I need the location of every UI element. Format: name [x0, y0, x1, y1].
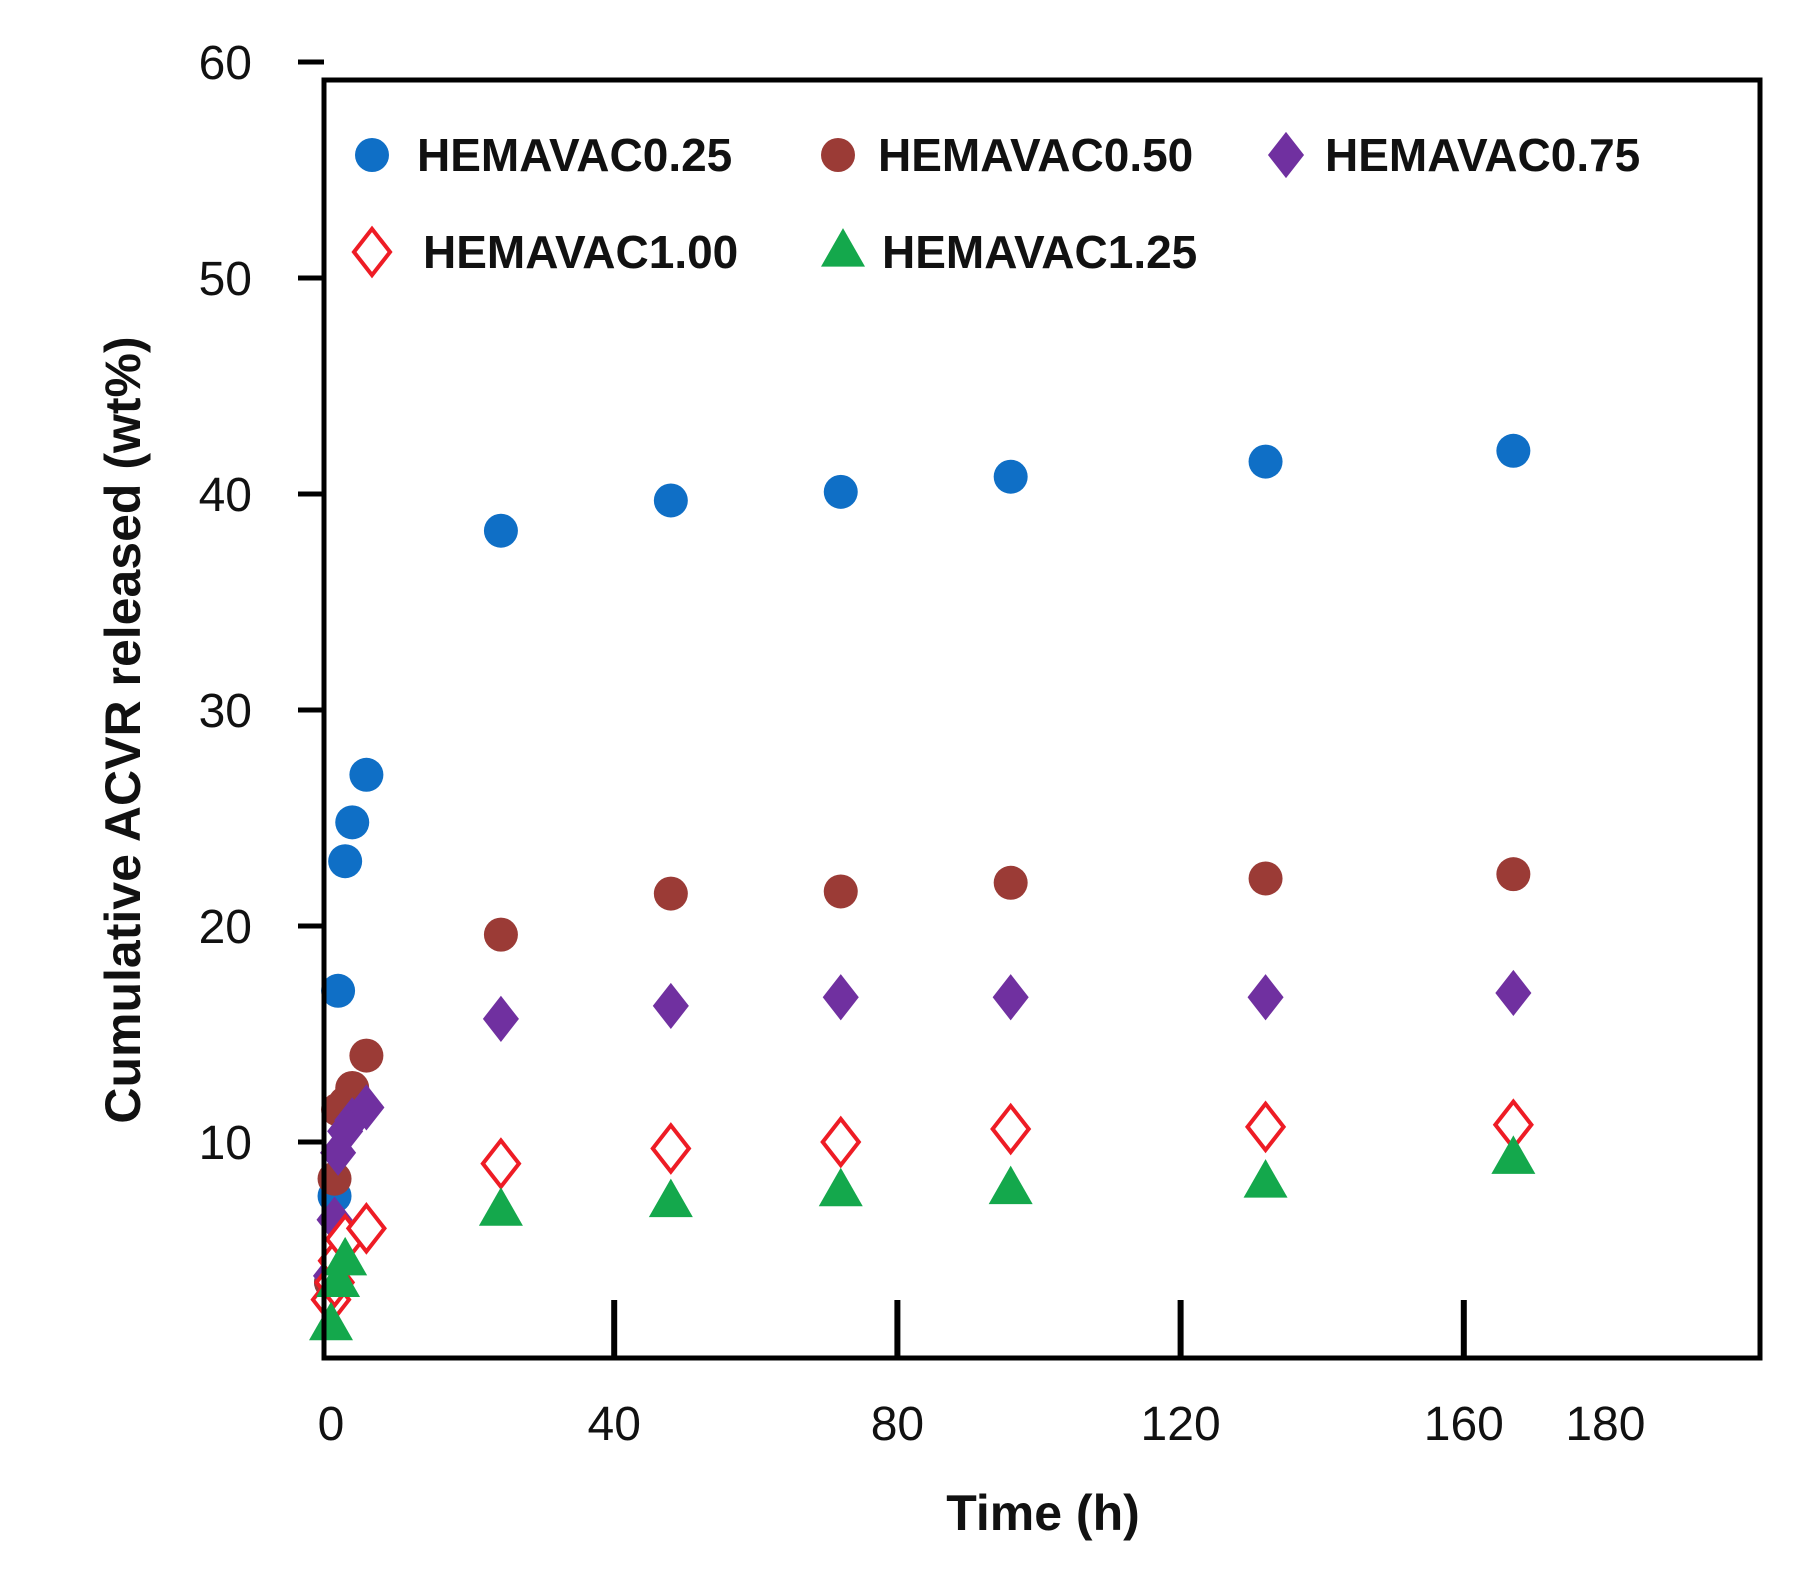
plot-frame	[321, 77, 1763, 1361]
legend-label: HEMAVAC1.25	[882, 226, 1197, 278]
data-point	[993, 459, 1028, 494]
data-point	[653, 876, 688, 911]
data-point	[993, 865, 1028, 900]
x-tick-label: 160	[1424, 1398, 1504, 1451]
legend-marker	[1267, 131, 1305, 179]
data-point	[823, 874, 858, 909]
legend-marker	[821, 138, 855, 172]
data-point	[823, 474, 858, 509]
x-axis: 0 40 80 120 160 180	[318, 1300, 1645, 1451]
legend-entry: HEMAVAC1.25	[821, 226, 1197, 278]
data-point	[648, 1178, 693, 1218]
x-tick-label: 120	[1141, 1398, 1221, 1451]
legend-marker	[355, 138, 389, 172]
data-point	[822, 974, 859, 1021]
y-tick-label: 40	[199, 469, 252, 522]
data-point	[650, 1122, 692, 1175]
y-axis-title: Cumulative ACVR released (wt%)	[95, 336, 151, 1123]
data-point	[328, 844, 363, 879]
data-point	[345, 1202, 387, 1255]
data-point	[323, 1236, 368, 1276]
legend-label: HEMAVAC1.00	[423, 226, 738, 278]
data-point	[992, 974, 1029, 1021]
data-point	[1243, 1159, 1288, 1198]
data-point	[990, 1102, 1032, 1156]
x-tick-label: 80	[871, 1398, 924, 1451]
legend-marker	[821, 228, 865, 267]
data-point	[321, 973, 356, 1008]
legend-label: HEMAVAC0.25	[417, 129, 732, 181]
legend-label: HEMAVAC0.50	[878, 129, 1193, 181]
y-tick-label: 20	[199, 901, 252, 954]
legend-label: HEMAVAC0.75	[1325, 129, 1640, 181]
y-tick-label: 10	[199, 1117, 252, 1170]
y-tick-label: 30	[199, 685, 252, 738]
legend: HEMAVAC0.25 HEMAVAC0.50 HEMAVAC0.75 HEMAVAC…	[351, 129, 1640, 279]
data-point	[483, 513, 518, 548]
data-point	[483, 917, 518, 952]
series-HEMAVAC0.75	[312, 969, 1532, 1300]
series-HEMAVAC1.25	[309, 1135, 1536, 1341]
data-point	[1248, 861, 1283, 896]
data-point	[652, 982, 689, 1030]
data-point	[653, 483, 688, 518]
data-point	[320, 1129, 357, 1176]
data-point	[818, 1167, 863, 1207]
legend-entry: HEMAVAC0.75	[1267, 129, 1640, 181]
data-point	[820, 1115, 862, 1169]
legend-entry: HEMAVAC1.00	[351, 225, 738, 279]
data-point	[480, 1137, 522, 1190]
legend-entry: HEMAVAC0.25	[355, 129, 732, 181]
data-point	[1496, 857, 1531, 892]
data-point	[482, 995, 519, 1042]
data-point	[1491, 1135, 1536, 1174]
data-point	[309, 1301, 353, 1341]
data-point	[988, 1165, 1033, 1205]
data-point	[1247, 974, 1284, 1021]
y-axis: 10 20 30 40 50 60	[199, 37, 324, 1170]
data-point	[348, 1084, 385, 1131]
data-point	[316, 1196, 353, 1243]
x-tick-label: 40	[588, 1398, 641, 1451]
data-point	[349, 757, 384, 792]
legend-marker	[351, 225, 393, 279]
data-point	[316, 1258, 361, 1298]
legend-entry: HEMAVAC0.50	[821, 129, 1193, 181]
data-point	[349, 1038, 384, 1073]
data-point	[335, 805, 370, 840]
data-point	[1495, 969, 1532, 1017]
y-tick-label: 60	[199, 37, 252, 90]
y-tick-label: 50	[199, 253, 252, 306]
data-point	[1248, 444, 1283, 479]
x-tick-label: 180	[1565, 1398, 1645, 1451]
x-axis-title: Time (h)	[946, 1485, 1140, 1541]
data-point	[1496, 433, 1531, 468]
data-point	[1244, 1100, 1287, 1154]
data-point	[478, 1187, 523, 1226]
x-tick-label: 0	[318, 1398, 345, 1451]
